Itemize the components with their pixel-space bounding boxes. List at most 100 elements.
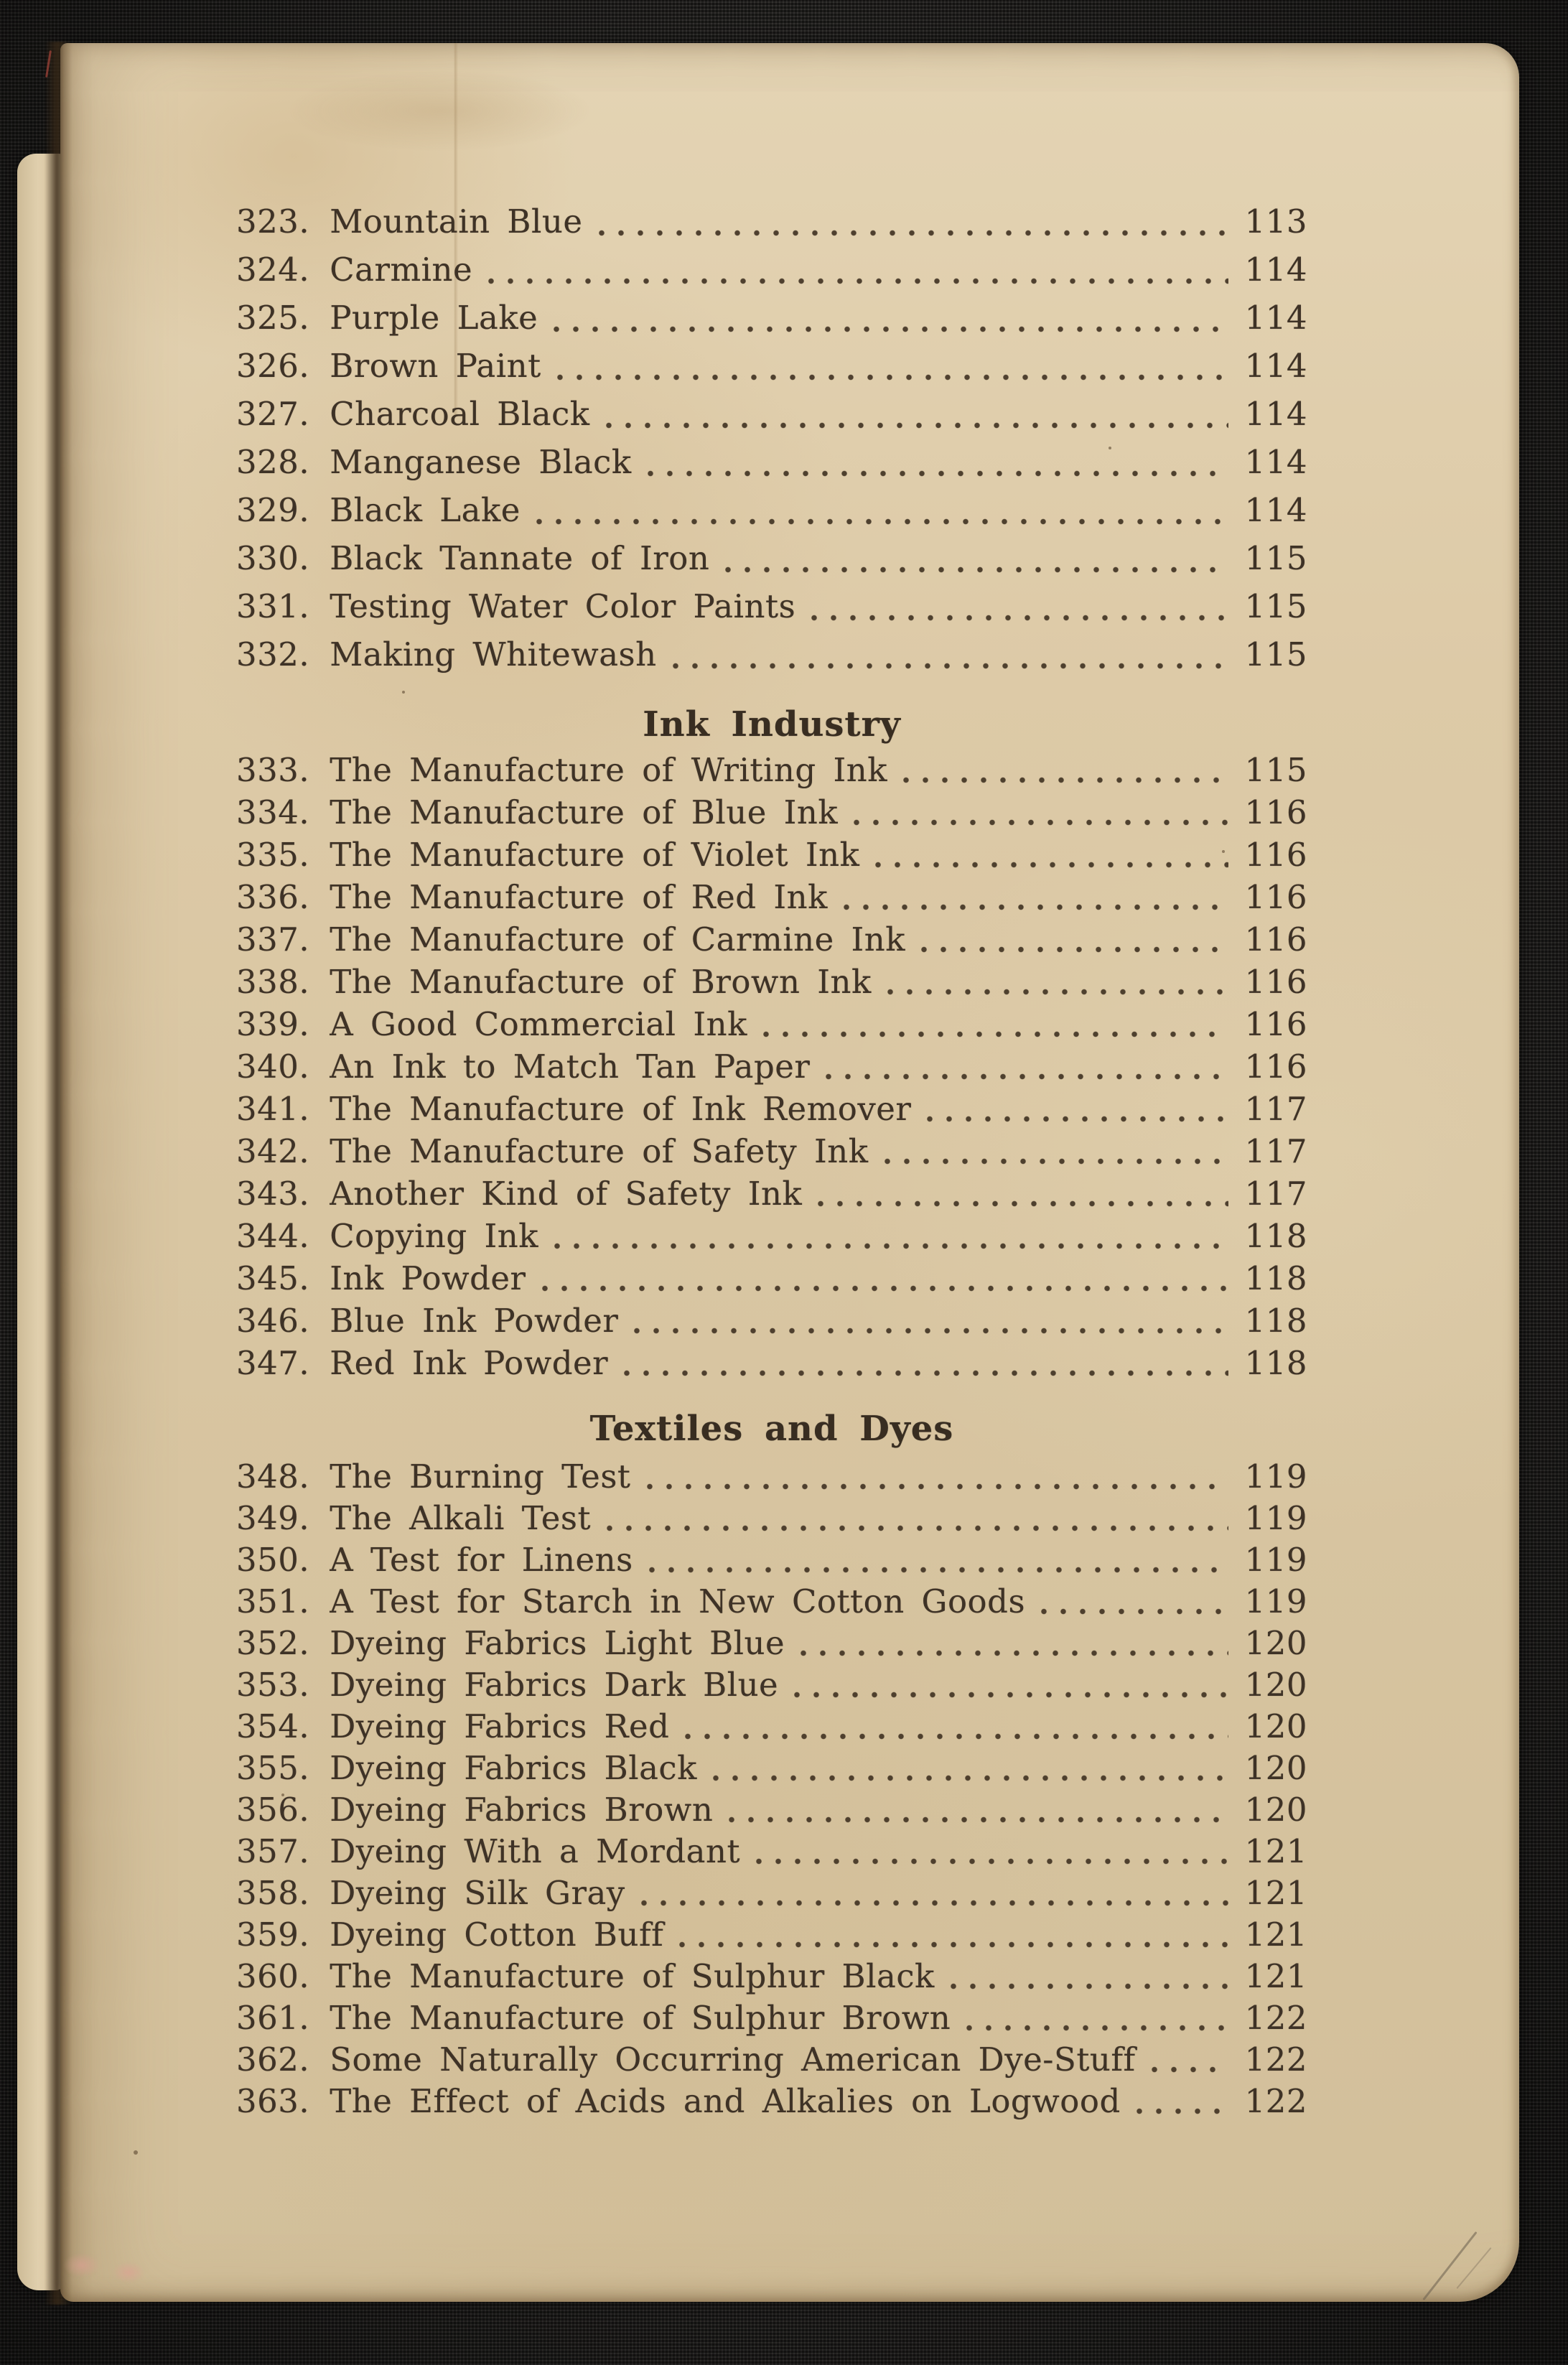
dot-leader bbox=[821, 1045, 1228, 1088]
table-of-contents: 323. Mountain Blue 113 324. Carmine 114 325. Pu… bbox=[60, 43, 1519, 2122]
entry-number: 331. bbox=[236, 587, 310, 625]
entry-page-number: 120 bbox=[1244, 1749, 1307, 1787]
toc-entry: 329. Black Lake 114 bbox=[236, 486, 1307, 534]
entry-title: The Alkali Test bbox=[330, 1499, 592, 1537]
gutter-crease bbox=[45, 42, 72, 2305]
entry-number: 349. bbox=[236, 1499, 310, 1537]
toc-entry: 339. A Good Commercial Ink 116 bbox=[236, 1003, 1307, 1045]
entry-page-number: 121 bbox=[1244, 1832, 1307, 1870]
toc-entry: 352. Dyeing Fabrics Light Blue 120 bbox=[236, 1623, 1307, 1664]
entry-page-number: 113 bbox=[1244, 202, 1307, 241]
entry-page-number: 114 bbox=[1244, 347, 1307, 385]
entry-title: The Manufacture of Safety Ink bbox=[330, 1132, 869, 1170]
entry-number: 363. bbox=[236, 2082, 310, 2120]
entry-page-number: 114 bbox=[1244, 299, 1307, 337]
entry-number: 354. bbox=[236, 1707, 310, 1745]
toc-entry: 350. A Test for Linens 119 bbox=[236, 1539, 1307, 1581]
toc-entry: 341. The Manufacture of Ink Remover 117 bbox=[236, 1088, 1307, 1130]
entry-title: The Manufacture of Carmine Ink bbox=[330, 920, 906, 958]
entry-title: Charcoal Black bbox=[330, 395, 590, 433]
entry-title: Brown Paint bbox=[330, 347, 541, 385]
entry-page-number: 115 bbox=[1244, 751, 1307, 789]
dot-leader bbox=[681, 1706, 1228, 1748]
entry-number: 323. bbox=[236, 202, 310, 241]
entry-title: Manganese Black bbox=[330, 443, 632, 481]
toc-entry: 324. Carmine 114 bbox=[236, 246, 1307, 294]
entry-title: Carmine bbox=[330, 251, 473, 289]
entry-page-number: 121 bbox=[1244, 1916, 1307, 1954]
dot-leader bbox=[946, 1956, 1228, 1997]
entry-page-number: 114 bbox=[1244, 443, 1307, 481]
entry-number: 342. bbox=[236, 1132, 310, 1170]
entry-page-number: 116 bbox=[1244, 1005, 1307, 1043]
entry-title: Dyeing Fabrics Dark Blue bbox=[330, 1666, 779, 1704]
toc-entry: 363. The Effect of Acids and Alkalies on … bbox=[236, 2081, 1307, 2122]
toc-entry: 325. Purple Lake 114 bbox=[236, 294, 1307, 342]
toc-entry: 337. The Manufacture of Carmine Ink 116 bbox=[236, 918, 1307, 961]
entry-number: 361. bbox=[236, 1999, 310, 2037]
entry-page-number: 117 bbox=[1244, 1132, 1307, 1170]
dot-leader bbox=[790, 1664, 1228, 1706]
entry-number: 330. bbox=[236, 539, 310, 577]
toc-entry: 330. Black Tannate of Iron 115 bbox=[236, 534, 1307, 582]
entry-title: Dyeing With a Mordant bbox=[330, 1832, 741, 1870]
entry-title: Dyeing Fabrics Black bbox=[330, 1749, 697, 1787]
entry-page-number: 119 bbox=[1244, 1499, 1307, 1537]
dot-leader bbox=[849, 791, 1228, 834]
entry-number: 328. bbox=[236, 443, 310, 481]
toc-entry: 343. Another Kind of Safety Ink 117 bbox=[236, 1172, 1307, 1215]
entry-title: Dyeing Fabrics Light Blue bbox=[330, 1624, 785, 1662]
entry-page-number: 118 bbox=[1244, 1217, 1307, 1255]
dot-leader bbox=[839, 876, 1228, 918]
entry-page-number: 120 bbox=[1244, 1666, 1307, 1704]
entry-title: The Effect of Acids and Alkalies on Logw… bbox=[330, 2082, 1121, 2120]
entry-title: The Burning Test bbox=[330, 1457, 631, 1496]
entry-title: Dyeing Fabrics Red bbox=[330, 1707, 670, 1745]
entry-page-number: 116 bbox=[1244, 793, 1307, 831]
entry-title: The Manufacture of Blue Ink bbox=[330, 793, 839, 831]
toc-entry: 349. The Alkali Test 119 bbox=[236, 1498, 1307, 1539]
entry-title: The Manufacture of Red Ink bbox=[330, 878, 828, 916]
entry-page-number: 118 bbox=[1244, 1302, 1307, 1340]
dot-leader bbox=[882, 961, 1228, 1003]
entry-number: 332. bbox=[236, 635, 310, 673]
entry-page-number: 116 bbox=[1244, 878, 1307, 916]
entry-title: Black Lake bbox=[330, 491, 521, 529]
dot-leader bbox=[552, 342, 1228, 390]
toc-entry: 355. Dyeing Fabrics Black 120 bbox=[236, 1748, 1307, 1789]
entry-page-number: 122 bbox=[1244, 2082, 1307, 2120]
entry-number: 358. bbox=[236, 1874, 310, 1912]
toc-entry: 362. Some Naturally Occurring American Dy… bbox=[236, 2039, 1307, 2081]
dot-leader bbox=[813, 1172, 1228, 1215]
paper-tear bbox=[112, 2262, 145, 2283]
toc-entry: 332. Making Whitewash 115 bbox=[236, 630, 1307, 678]
toc-entry: 347. Red Ink Powder 118 bbox=[236, 1342, 1307, 1384]
dot-leader bbox=[636, 1872, 1228, 1914]
toc-entry: 356. Dyeing Fabrics Brown 120 bbox=[236, 1789, 1307, 1831]
entry-number: 341. bbox=[236, 1090, 310, 1128]
entry-number: 324. bbox=[236, 251, 310, 289]
entry-page-number: 119 bbox=[1244, 1582, 1307, 1620]
entry-page-number: 120 bbox=[1244, 1624, 1307, 1662]
dot-leader bbox=[675, 1914, 1228, 1956]
toc-entry: 340. An Ink to Match Tan Paper 116 bbox=[236, 1045, 1307, 1088]
toc-entry: 328. Manganese Black 114 bbox=[236, 438, 1307, 486]
dot-leader bbox=[923, 1088, 1228, 1130]
dot-leader bbox=[917, 918, 1228, 961]
entry-number: 326. bbox=[236, 347, 310, 385]
toc-entry: 327. Charcoal Black 114 bbox=[236, 390, 1307, 438]
dot-leader bbox=[807, 582, 1228, 630]
dot-leader bbox=[796, 1623, 1228, 1664]
dot-leader bbox=[537, 1257, 1228, 1300]
entry-number: 333. bbox=[236, 751, 310, 789]
entry-number: 345. bbox=[236, 1259, 310, 1297]
dot-leader bbox=[602, 1498, 1228, 1539]
dot-leader bbox=[1147, 2039, 1228, 2081]
entry-title: Purple Lake bbox=[330, 299, 538, 337]
dot-leader bbox=[630, 1300, 1228, 1342]
entry-page-number: 118 bbox=[1244, 1344, 1307, 1382]
toc-entry: 336. The Manufacture of Red Ink 116 bbox=[236, 876, 1307, 918]
dot-leader bbox=[644, 1539, 1228, 1581]
entry-number: 338. bbox=[236, 963, 310, 1001]
toc-entry: 360. The Manufacture of Sulphur Black 121 bbox=[236, 1956, 1307, 1997]
